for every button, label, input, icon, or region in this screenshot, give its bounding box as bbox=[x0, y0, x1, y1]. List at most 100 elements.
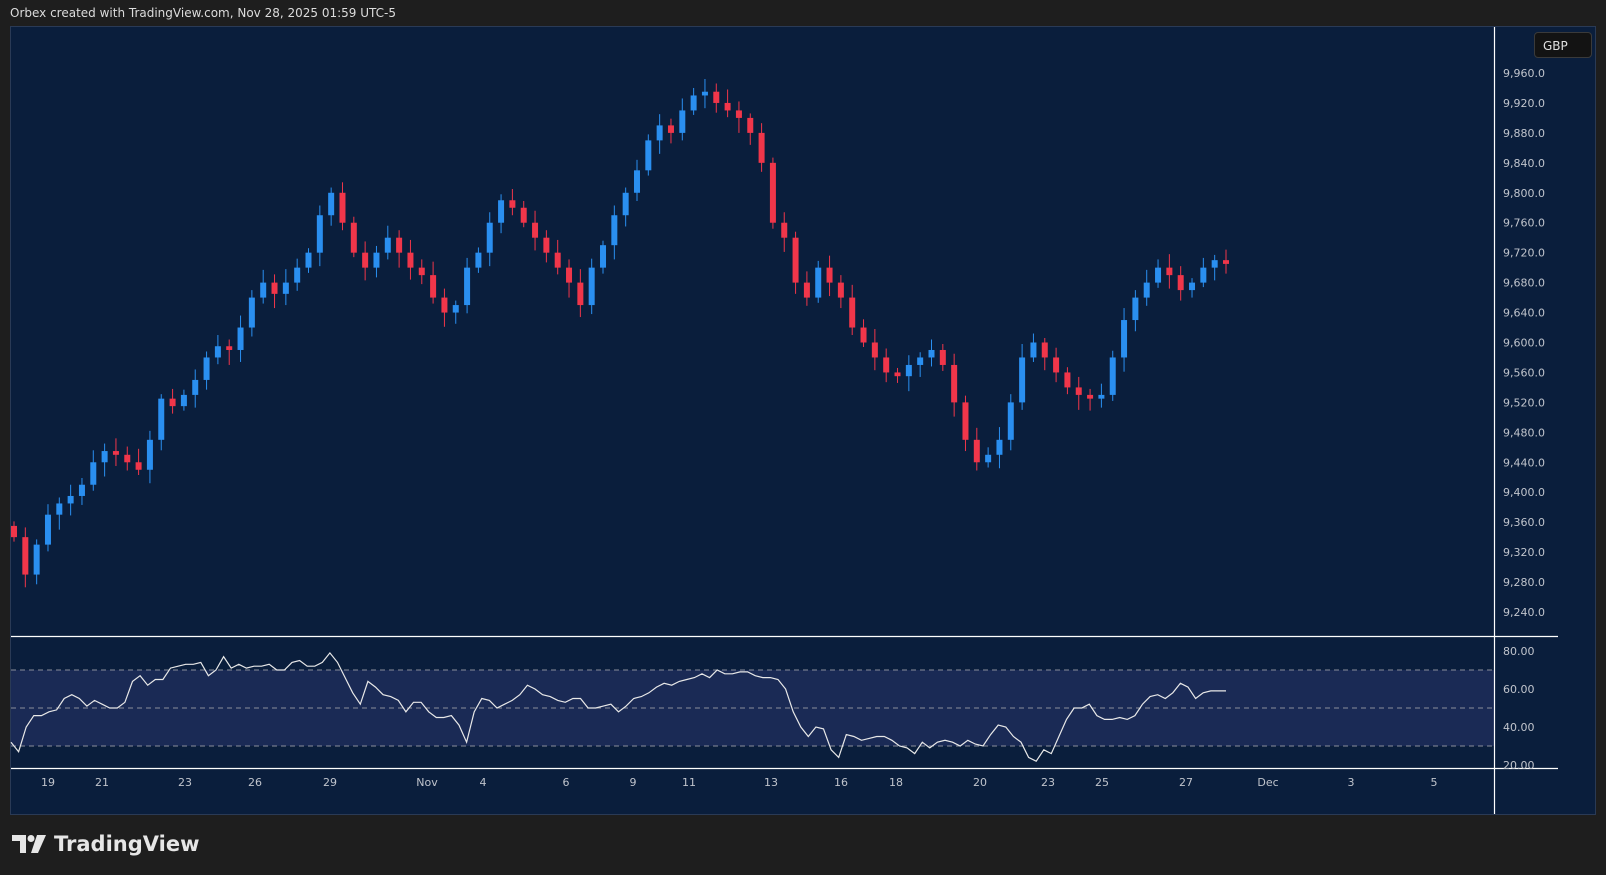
time-axis-tick: 3 bbox=[1348, 776, 1355, 789]
price-axis-tick: 9,520.0 bbox=[1503, 396, 1545, 409]
candle-up bbox=[701, 91, 708, 96]
candle-down bbox=[973, 439, 980, 463]
time-axis-tick: 6 bbox=[563, 776, 570, 789]
candle-up bbox=[1200, 267, 1207, 283]
candle-down bbox=[169, 398, 176, 407]
candle-up bbox=[464, 267, 471, 306]
time-axis-tick: 20 bbox=[973, 776, 987, 789]
price-axis-tick: 9,840.0 bbox=[1503, 157, 1545, 170]
price-axis-tick: 9,280.0 bbox=[1503, 576, 1545, 589]
candle-up bbox=[192, 379, 199, 395]
candle-up bbox=[384, 237, 391, 253]
time-axis-tick: 27 bbox=[1179, 776, 1193, 789]
candle-down bbox=[566, 267, 573, 283]
price-axis-tick: 9,320.0 bbox=[1503, 546, 1545, 559]
price-axis-tick: 9,360.0 bbox=[1503, 516, 1545, 529]
candle-down bbox=[849, 297, 856, 328]
candle-down bbox=[543, 237, 550, 253]
price-axis-tick: 9,240.0 bbox=[1503, 606, 1545, 619]
candle-down bbox=[407, 252, 414, 268]
candle-up bbox=[679, 110, 686, 133]
candle-up bbox=[294, 267, 301, 283]
candle-down bbox=[112, 451, 119, 455]
candle-up bbox=[305, 252, 312, 268]
candle-down bbox=[837, 282, 844, 298]
candle-up bbox=[985, 454, 992, 463]
candle-down bbox=[339, 192, 346, 223]
candle-up bbox=[101, 451, 108, 463]
candle-down bbox=[1041, 342, 1048, 358]
candle-up bbox=[645, 140, 652, 171]
candle-up bbox=[214, 346, 221, 358]
candle-up bbox=[622, 192, 629, 216]
candle-down bbox=[883, 357, 890, 373]
candle-up bbox=[90, 462, 97, 485]
candle-down bbox=[11, 525, 17, 538]
price-axis-tick: 9,400.0 bbox=[1503, 486, 1545, 499]
candle-up bbox=[996, 439, 1003, 455]
candle-down bbox=[951, 364, 958, 403]
time-axis-tick: 25 bbox=[1095, 776, 1109, 789]
candle-down bbox=[724, 102, 731, 111]
candle-up bbox=[1019, 357, 1026, 403]
candle-up bbox=[237, 327, 244, 350]
candle-down bbox=[781, 222, 788, 238]
candle-down bbox=[1075, 387, 1082, 395]
candle-down bbox=[554, 252, 561, 268]
candle-down bbox=[532, 222, 539, 238]
candle-up bbox=[905, 364, 912, 377]
candle-up bbox=[1121, 320, 1128, 358]
candle-up bbox=[203, 357, 210, 380]
candle-up bbox=[67, 495, 74, 504]
candle-up bbox=[373, 252, 380, 268]
candle-up bbox=[475, 252, 482, 268]
price-axis-tick: 9,600.0 bbox=[1503, 337, 1545, 350]
candle-up bbox=[486, 222, 493, 253]
candle-down bbox=[135, 462, 142, 470]
time-axis-tick: 29 bbox=[323, 776, 337, 789]
candle-down bbox=[894, 372, 901, 377]
time-axis-tick: 4 bbox=[480, 776, 487, 789]
candle-down bbox=[758, 132, 765, 163]
candle-down bbox=[792, 237, 799, 283]
rsi-axis-tick: 60.00 bbox=[1503, 683, 1535, 696]
price-axis-tick: 9,880.0 bbox=[1503, 127, 1545, 140]
currency-badge[interactable]: GBP bbox=[1534, 32, 1592, 58]
candle-down bbox=[418, 267, 425, 276]
time-axis-tick: Dec bbox=[1257, 776, 1278, 789]
chart-caption: Orbex created with TradingView.com, Nov … bbox=[10, 6, 396, 20]
candle-down bbox=[713, 91, 720, 103]
tradingview-logo-icon bbox=[12, 835, 46, 853]
candle-down bbox=[509, 200, 516, 208]
candle-up bbox=[656, 125, 663, 141]
time-axis-tick: 9 bbox=[630, 776, 637, 789]
candle-up bbox=[611, 215, 618, 246]
candle-up bbox=[928, 349, 935, 358]
candle-up bbox=[633, 170, 640, 193]
candle-down bbox=[860, 327, 867, 343]
candle-down bbox=[1177, 275, 1184, 291]
candle-down bbox=[826, 267, 833, 283]
candle-up bbox=[815, 267, 822, 298]
candle-down bbox=[1166, 267, 1173, 276]
price-axis-tick: 9,800.0 bbox=[1503, 187, 1545, 200]
price-axis-tick: 9,760.0 bbox=[1503, 217, 1545, 230]
candle-up bbox=[917, 357, 924, 365]
candle-up bbox=[328, 192, 335, 216]
candle-up bbox=[1109, 357, 1116, 395]
rsi-axis-tick: 80.00 bbox=[1503, 645, 1535, 658]
candle-down bbox=[1064, 372, 1071, 388]
candle-up bbox=[498, 200, 505, 223]
candle-up bbox=[1132, 297, 1139, 321]
candle-down bbox=[1223, 260, 1229, 264]
price-axis-tick: 9,560.0 bbox=[1503, 366, 1545, 379]
candle-down bbox=[124, 454, 131, 463]
time-axis-tick: 23 bbox=[1041, 776, 1055, 789]
candle-up bbox=[600, 245, 607, 268]
tradingview-logo: TradingView bbox=[12, 832, 199, 856]
candle-down bbox=[939, 349, 946, 365]
time-axis-tick: 13 bbox=[764, 776, 778, 789]
candle-down bbox=[747, 117, 754, 133]
candle-up bbox=[1189, 282, 1196, 291]
